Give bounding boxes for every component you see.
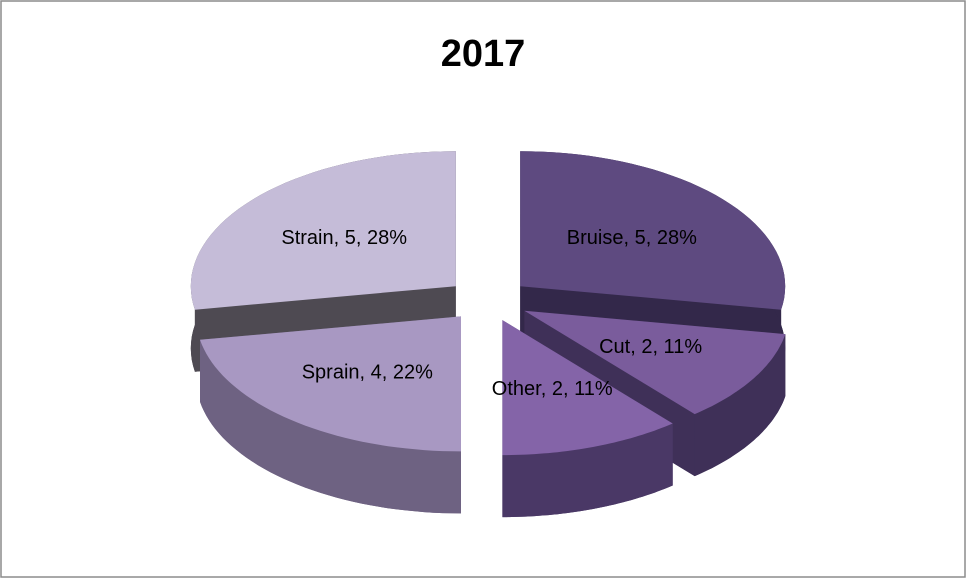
- pie-slice: [200, 316, 461, 514]
- pie-slice: [502, 320, 673, 518]
- slice-top: [200, 316, 461, 452]
- pie: Bruise, 5, 28% Strain, 5, 28% Cut, 2, 11% S…: [190, 151, 786, 518]
- data-label: Cut, 2, 11%: [599, 336, 702, 358]
- slice-top: [190, 151, 456, 310]
- slice-side: [502, 423, 673, 518]
- chart-title: 2017: [441, 33, 526, 75]
- slice-top: [520, 151, 786, 310]
- data-label: Other, 2, 11%: [492, 378, 613, 400]
- slice-side: [694, 334, 786, 477]
- data-label: Sprain, 4, 22%: [302, 362, 433, 384]
- slice-top: [524, 310, 786, 415]
- data-label: Strain, 5, 28%: [281, 227, 407, 249]
- slice-top: [502, 320, 673, 456]
- slice-side: [200, 339, 461, 514]
- data-label: Bruise, 5, 28%: [567, 227, 697, 249]
